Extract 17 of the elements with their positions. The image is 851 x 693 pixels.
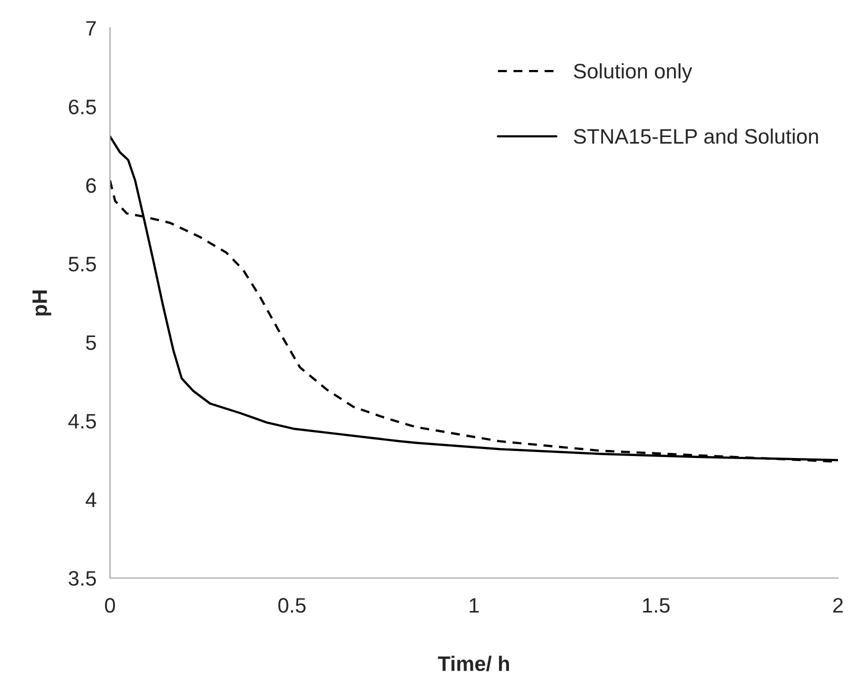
y-tick-label: 5 xyxy=(86,336,96,350)
x-axis-title: Time/ h xyxy=(438,656,509,672)
legend-label: Solution only xyxy=(574,63,692,83)
x-tick-label: 1 xyxy=(470,598,479,613)
y-tick-label: 4 xyxy=(86,492,96,507)
x-tick-label: 0.5 xyxy=(278,598,306,613)
legend-label: STNA15-ELP and Solution xyxy=(574,128,818,144)
y-tick-label: 6 xyxy=(86,178,96,193)
x-tick-label: 2 xyxy=(833,598,843,613)
y-tick-label: 4.5 xyxy=(68,414,96,429)
y-tick-label: 3.5 xyxy=(68,571,96,586)
y-axis-title: pH xyxy=(32,290,52,316)
y-tick-label: 6.5 xyxy=(68,100,96,114)
y-tick-label: 5.5 xyxy=(68,256,96,272)
y-tick-label: 7 xyxy=(86,21,96,36)
x-tick-label: 1.5 xyxy=(643,598,670,613)
x-tick-label: 0 xyxy=(105,598,115,613)
